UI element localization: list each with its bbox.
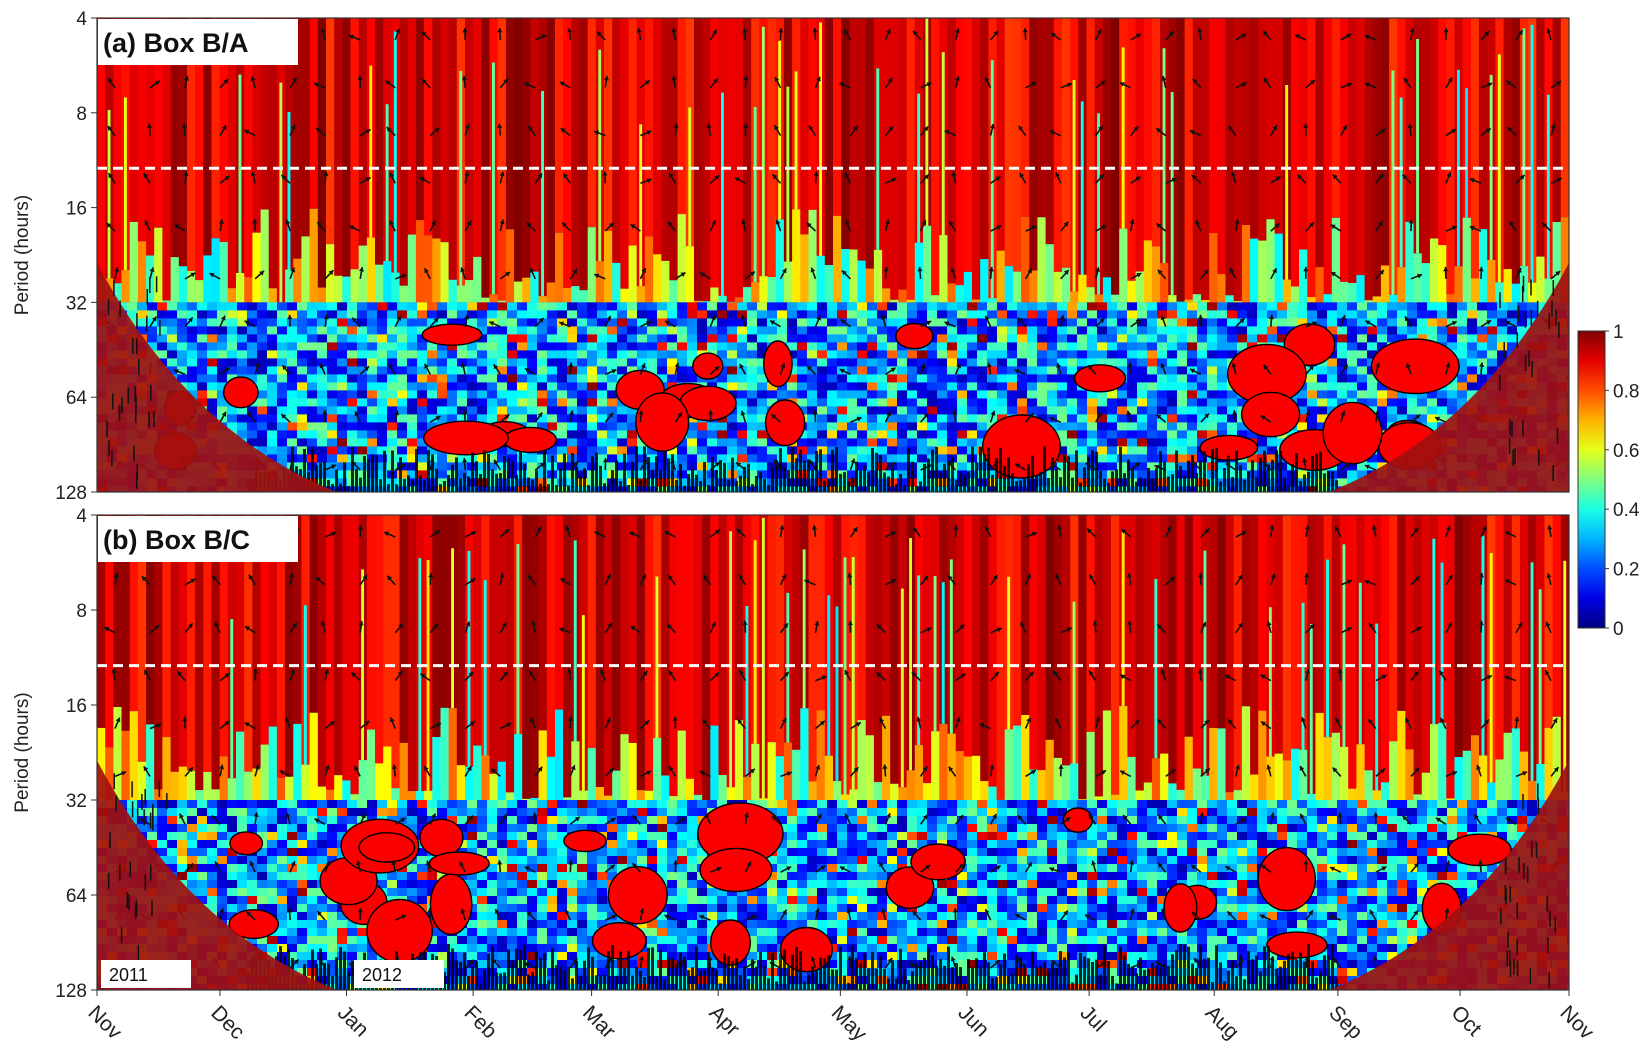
panel-title: (a) Box B/A bbox=[103, 28, 249, 58]
year-label-box bbox=[101, 960, 191, 988]
panel-label-box bbox=[98, 19, 298, 65]
x-tick-label: Mar bbox=[578, 1001, 620, 1043]
panel-a: 4 8 16 32 64 128 Period (hours) (a) Box B/A bbox=[12, 9, 1570, 504]
cone-of-influence-right bbox=[1329, 263, 1569, 492]
x-tick-label: Jun bbox=[953, 1001, 993, 1041]
y-tick-label: 64 bbox=[66, 388, 88, 409]
x-tick-label: Apr bbox=[705, 1001, 744, 1040]
year-label: 2011 bbox=[109, 965, 148, 985]
y-tick-label: 8 bbox=[76, 601, 87, 622]
y-tick-label: 128 bbox=[55, 483, 87, 504]
y-axis-title: Period (hours) bbox=[12, 195, 33, 315]
x-tick-label: Sep bbox=[1324, 1001, 1367, 1044]
colorbar-tick-label: 0.2 bbox=[1613, 560, 1639, 581]
colorbar-tick-label: 1 bbox=[1613, 322, 1624, 343]
cone-of-influence-left bbox=[97, 760, 337, 990]
x-tick-label: Oct bbox=[1447, 1001, 1486, 1040]
x-axis: Nov Dec Jan Feb Mar Apr May Jun Jul Aug Sep Oct Nov bbox=[83, 990, 1598, 1046]
x-tick-label: Feb bbox=[460, 1001, 502, 1043]
colorbar-tick-label: 0.8 bbox=[1613, 381, 1639, 402]
colorbar-tick-label: 0 bbox=[1613, 619, 1624, 640]
x-tick-label: Jul bbox=[1076, 1001, 1111, 1036]
panel-title: (b) Box B/C bbox=[103, 525, 250, 555]
y-tick-label: 64 bbox=[66, 886, 88, 907]
y-tick-label: 8 bbox=[76, 104, 87, 125]
y-tick-label: 16 bbox=[66, 199, 87, 220]
y-tick-label: 4 bbox=[76, 9, 87, 30]
x-tick-label: May bbox=[827, 1001, 872, 1046]
colorbar-gradient bbox=[1577, 330, 1606, 629]
y-tick-label: 32 bbox=[66, 293, 87, 314]
colorbar-tick-label: 0.4 bbox=[1613, 500, 1640, 521]
colorbar: 0 0.2 0.4 0.6 0.8 1 bbox=[1577, 322, 1640, 640]
x-tick-label: Nov bbox=[1555, 1001, 1598, 1044]
y-tick-label: 16 bbox=[66, 696, 87, 717]
x-tick-label: Dec bbox=[206, 1001, 249, 1044]
y-tick-label: 32 bbox=[66, 791, 87, 812]
panels: 4 8 16 32 64 128 Period (hours) (a) Box B/A 4 8 16… bbox=[12, 9, 1570, 1002]
colorbar-tick-label: 0.6 bbox=[1613, 441, 1639, 462]
y-tick-label: 128 bbox=[55, 981, 87, 1002]
year-label-box bbox=[354, 960, 444, 988]
cone-of-influence-right bbox=[1329, 760, 1569, 990]
x-tick-label: Jan bbox=[333, 1001, 373, 1041]
cone-of-influence-left bbox=[97, 263, 337, 492]
y-axis-title: Period (hours) bbox=[12, 692, 33, 812]
panel-label-box bbox=[98, 516, 298, 562]
x-tick-label: Nov bbox=[83, 1001, 126, 1044]
x-tick-label: Aug bbox=[1201, 1001, 1244, 1044]
year-label: 2012 bbox=[362, 965, 402, 985]
coherence-field bbox=[97, 18, 1569, 492]
y-tick-label: 4 bbox=[76, 506, 87, 527]
coherence-field bbox=[97, 515, 1569, 990]
panel-b: 4 8 16 32 64 128 Period (hours) (b) Box B/C bbox=[12, 506, 1570, 1002]
